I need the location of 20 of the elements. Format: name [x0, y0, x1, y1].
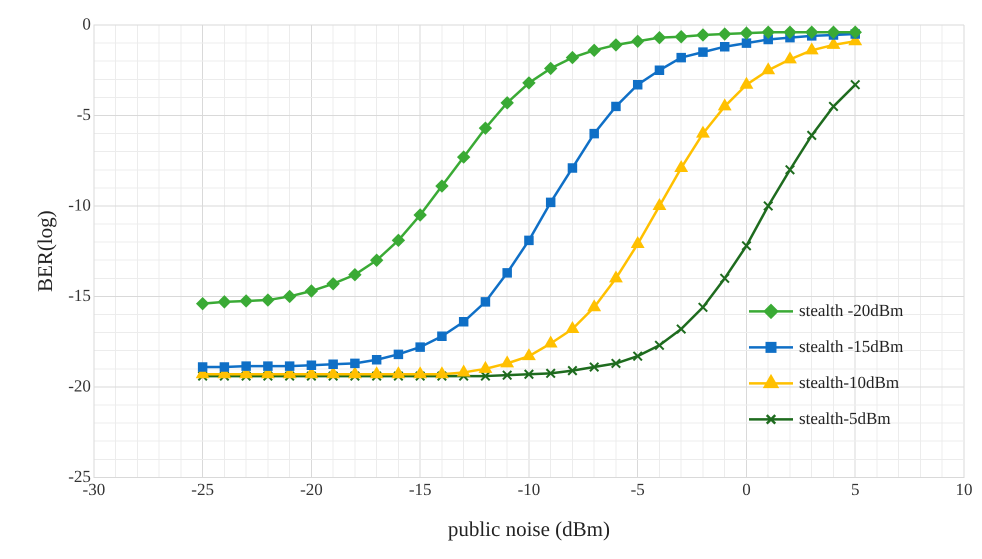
x-tick-label: 0	[742, 480, 751, 500]
x-axis-title: public noise (dBm)	[448, 516, 610, 541]
x-tick-label: -5	[630, 480, 645, 500]
y-tick-label: -20	[68, 376, 91, 396]
y-tick-label: -10	[68, 195, 91, 214]
y-tick-label: -15	[68, 286, 91, 305]
y-tick-label: 0	[82, 14, 91, 34]
legend-label: stealth -20dBm	[799, 300, 904, 320]
legend-label: stealth-5dBm	[799, 408, 891, 428]
x-tick-label: -25	[191, 480, 214, 500]
x-tick-label: 5	[850, 480, 860, 500]
x-tick-label: -20	[300, 480, 323, 500]
legend-label: stealth -15dBm	[799, 336, 904, 356]
y-tick-label: -25	[68, 466, 91, 486]
x-tick-label: -10	[518, 480, 540, 500]
legend-label: stealth-10dBm	[799, 372, 900, 392]
x-tick-label: -15	[408, 480, 432, 500]
y-axis-title: BER(log)	[33, 210, 58, 292]
y-tick-label: -5	[76, 104, 91, 124]
x-tick-label: 10	[956, 480, 972, 500]
